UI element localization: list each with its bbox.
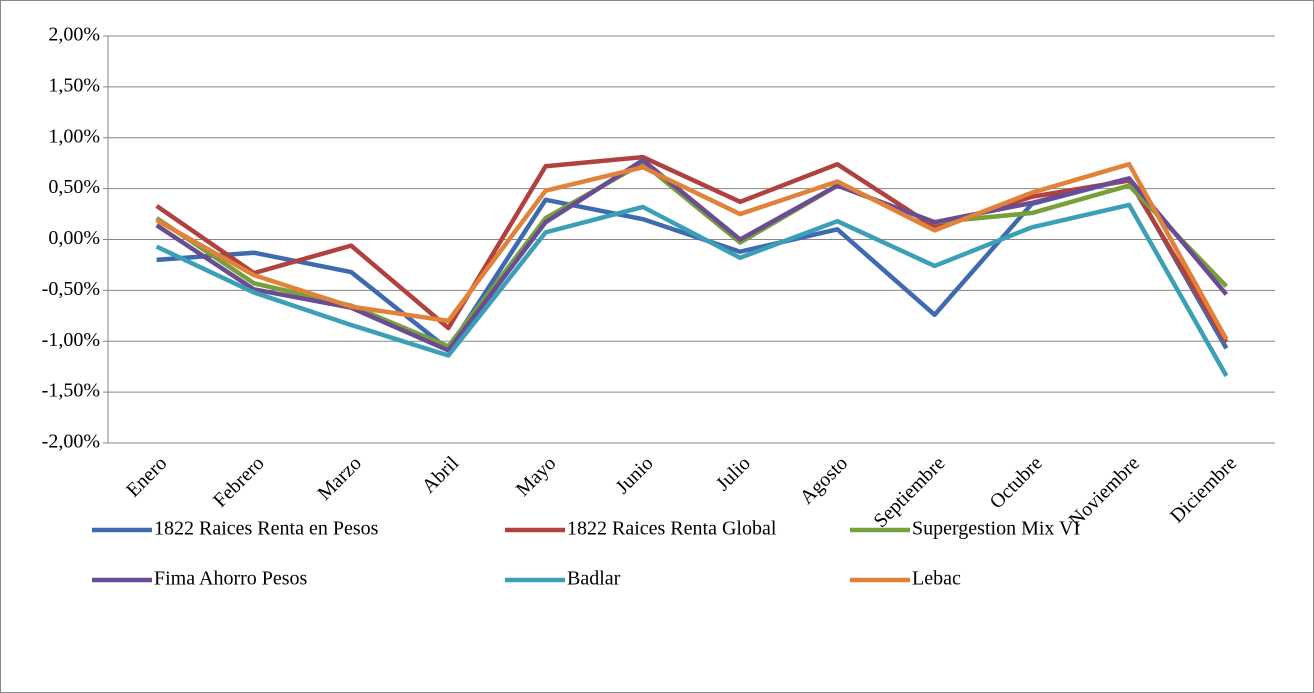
series-line <box>155 157 1229 353</box>
legend-label: Lebac <box>912 568 961 590</box>
y-tick-label: 0,00% <box>48 227 100 249</box>
y-tick-label: 0,50% <box>48 176 100 198</box>
legend-label: Badlar <box>567 568 621 590</box>
y-tick-label: -1,50% <box>42 380 100 402</box>
y-tick-label: 1,50% <box>48 74 100 96</box>
legend-label: 1822 Raices Renta en Pesos <box>154 518 379 540</box>
series-line <box>155 154 1229 344</box>
legend-label: Supergestion Mix VI <box>912 518 1080 540</box>
y-tick-label: -0,50% <box>42 278 100 300</box>
series-line <box>155 202 1229 377</box>
legend-label: 1822 Raices Renta Global <box>567 518 777 540</box>
series-line <box>155 161 1229 341</box>
y-tick-label: 1,00% <box>48 125 100 147</box>
y-tick-label: -2,00% <box>42 431 100 453</box>
y-tick-label: 2,00% <box>48 24 100 46</box>
y-tick-label: -1,00% <box>42 329 100 351</box>
legend-label: Fima Ahorro Pesos <box>154 568 308 590</box>
